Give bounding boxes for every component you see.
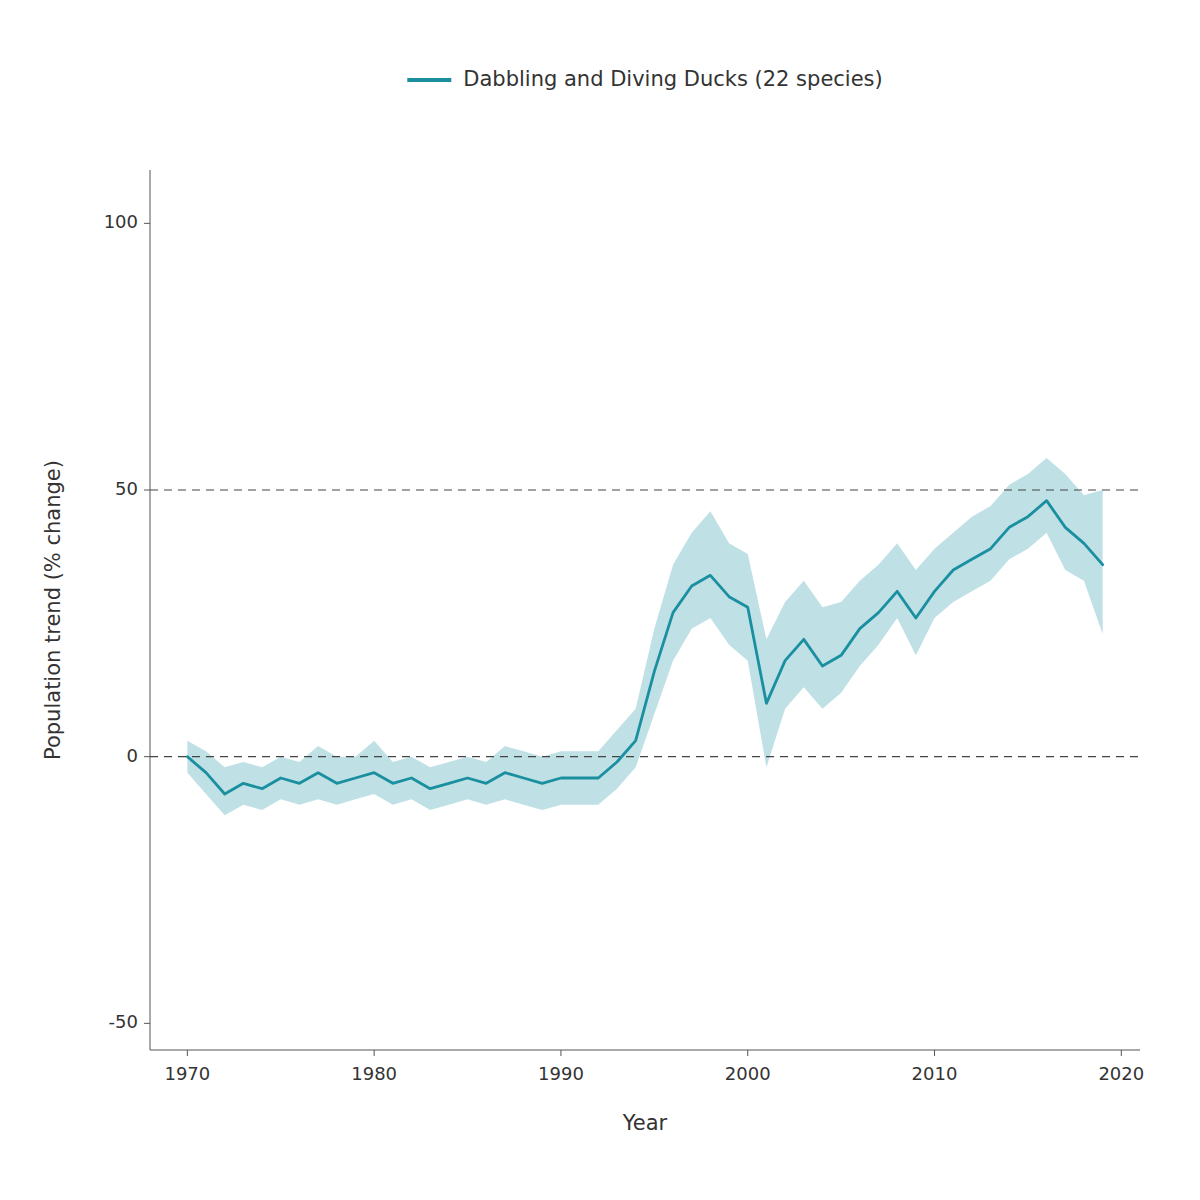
legend-handle [407,78,451,82]
x-tick-label: 1970 [164,1063,210,1084]
x-tick [934,1050,935,1056]
y-tick-label: 100 [104,211,138,232]
x-axis-label: Year [622,1111,668,1135]
y-tick-label: 50 [115,478,138,499]
x-axis-line [150,1050,1140,1051]
x-tick-label: 2000 [725,1063,771,1084]
y-tick [144,1023,150,1024]
x-tick [747,1050,748,1056]
plot-area [150,458,1140,815]
y-tick [144,490,150,491]
x-tick-label: 2020 [1098,1063,1144,1084]
reference-line [150,756,1140,757]
x-tick [560,1050,561,1056]
y-axis-label: Population trend (% change) [41,460,65,760]
y-axis-line [150,170,151,1050]
x-tick [187,1050,188,1056]
legend-label: Dabbling and Diving Ducks (22 species) [463,67,882,91]
confidence-band [187,458,1102,815]
x-tick [374,1050,375,1056]
x-tick-label: 1980 [351,1063,397,1084]
chart: -50 0 50 100 1970 1980 1990 2000 2010 2020 Year Pop… [0,0,1200,1200]
x-tick-label: 1990 [538,1063,584,1084]
y-tick [144,756,150,757]
y-tick-label: -50 [109,1011,138,1032]
y-tick-label: 0 [127,745,138,766]
x-tick-label: 2010 [912,1063,958,1084]
reference-line [150,489,1140,490]
series-line [187,501,1102,794]
x-tick [1121,1050,1122,1056]
y-tick [144,223,150,224]
legend: Dabbling and Diving Ducks (22 species) [407,67,882,91]
